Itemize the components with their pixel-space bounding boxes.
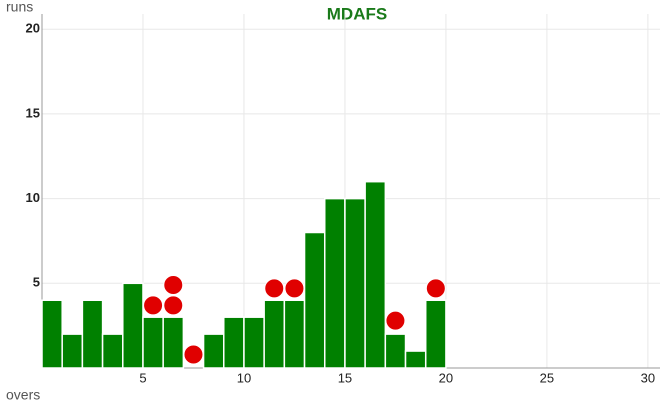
y-tick-label: 10: [26, 190, 40, 205]
wicket-dot: [425, 278, 446, 299]
bar: [122, 282, 144, 369]
bar: [81, 299, 104, 369]
bar: [101, 333, 124, 369]
bar: [41, 299, 63, 369]
y-tick-label: 5: [33, 275, 40, 290]
bar: [384, 333, 407, 369]
bar: [344, 197, 366, 369]
x-tick-label: 10: [237, 370, 251, 385]
y-tick-label: 15: [26, 105, 40, 120]
bar: [202, 333, 225, 369]
x-tick-label: 15: [338, 370, 352, 385]
wicket-dot: [163, 295, 184, 316]
wicket-dot: [385, 310, 406, 331]
bar: [424, 299, 447, 369]
bar: [243, 316, 265, 369]
bar: [323, 197, 346, 369]
bar: [364, 180, 387, 369]
x-tick-label: 20: [439, 370, 453, 385]
wicket-dot: [183, 344, 204, 365]
wicket-dot: [264, 278, 285, 299]
bar: [162, 316, 185, 369]
wicket-dot: [163, 275, 184, 296]
bar: [263, 299, 286, 369]
y-axis-label: runs: [6, 0, 33, 15]
bar: [61, 333, 84, 369]
wicket-dot: [284, 278, 305, 299]
chart-title: MDAFS: [327, 4, 387, 23]
x-axis-label: overs: [6, 387, 40, 403]
x-tick-label: 25: [540, 370, 554, 385]
bar: [283, 299, 306, 369]
x-tick-label: 5: [139, 370, 146, 385]
bar: [303, 231, 326, 369]
bar: [142, 316, 164, 369]
bar: [404, 350, 427, 369]
y-tick-label: 20: [26, 21, 40, 36]
bar: [223, 316, 245, 369]
wicket-dot: [143, 295, 164, 316]
x-tick-label: 30: [641, 370, 655, 385]
